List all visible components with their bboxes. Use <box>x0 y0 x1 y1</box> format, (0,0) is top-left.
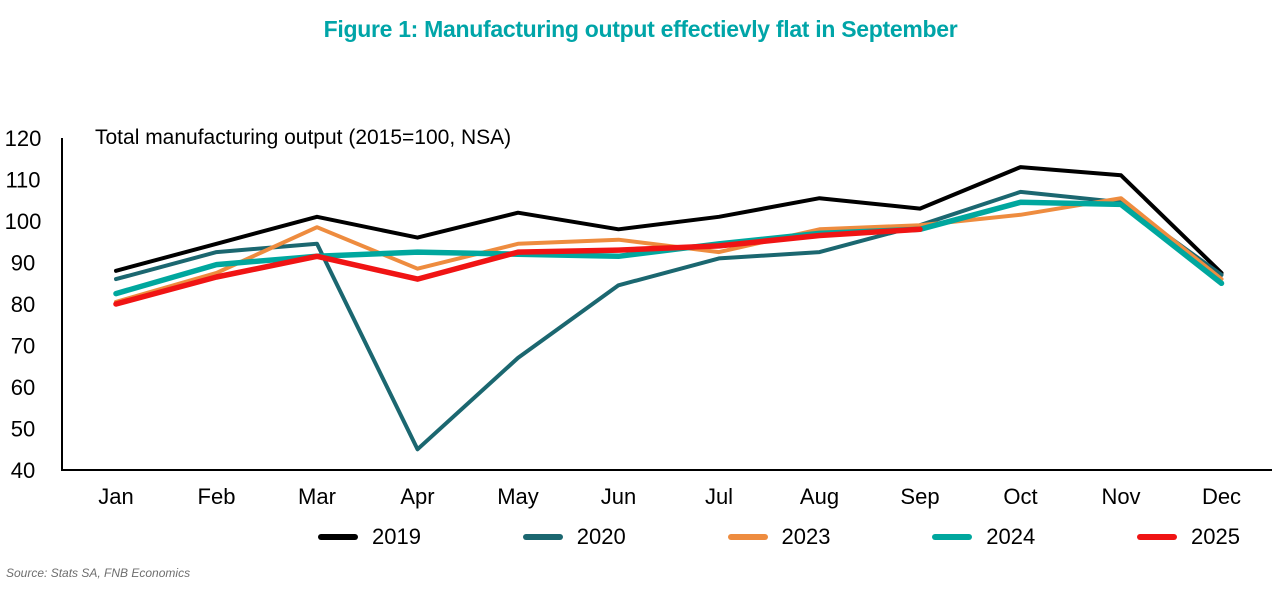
y-tick-label: 80 <box>11 292 35 317</box>
legend-item-2019: 2019 <box>318 524 421 550</box>
y-tick-label: 60 <box>11 375 35 400</box>
axis-lines <box>61 138 1272 471</box>
legend-label-2019: 2019 <box>372 524 421 549</box>
x-tick-label: Dec <box>1202 484 1241 509</box>
legend-swatch-2019 <box>318 534 358 540</box>
x-tick-label: Jun <box>601 484 636 509</box>
y-tick-label: 110 <box>5 168 40 193</box>
series-line-2020 <box>114 189 1224 452</box>
legend-item-2025: 2025 <box>1137 524 1240 550</box>
y-tick-label: 70 <box>11 334 35 359</box>
series-line-2019 <box>114 165 1224 275</box>
legend-item-2024: 2024 <box>932 524 1035 550</box>
legend-swatch-2024 <box>932 534 973 540</box>
y-tick-label: 90 <box>11 251 35 276</box>
y-tick-label: 50 <box>11 417 35 442</box>
y-tick-label: 100 <box>5 209 42 234</box>
y-tick-label: 120 <box>5 126 42 151</box>
legend-item-2020: 2020 <box>522 524 626 550</box>
x-tick-label: Nov <box>1101 484 1140 509</box>
y-tick-label: 40 <box>11 458 35 483</box>
source-note: Source: Stats SA, FNB Economics <box>6 566 191 580</box>
legend-swatch-2025 <box>1137 534 1177 540</box>
legend-label-2025: 2025 <box>1191 524 1240 549</box>
x-tick-label: Mar <box>298 484 336 509</box>
x-tick-label: Oct <box>1003 484 1037 509</box>
x-tick-label: May <box>497 484 539 509</box>
axis-annotation: Total manufacturing output (2015=100, NS… <box>95 126 512 149</box>
legend-item-2023: 2023 <box>727 524 831 550</box>
series-line-2025 <box>113 226 923 307</box>
legend-label-2024: 2024 <box>986 524 1036 549</box>
x-tick-label: Jul <box>705 484 733 509</box>
x-tick-label: Sep <box>900 484 939 509</box>
legend-swatch-2023 <box>727 534 768 540</box>
x-tick-label: Jan <box>98 484 133 509</box>
x-tick-label: Aug <box>800 484 839 509</box>
chart-title: Figure 1: Manufacturing output effectiev… <box>323 16 958 42</box>
legend-swatch-2020 <box>522 534 563 540</box>
x-tick-label: Apr <box>400 484 434 509</box>
x-tick-label: Feb <box>198 484 236 509</box>
chart-legend: 2019 2020 2023 2024 2025 <box>318 524 1240 550</box>
legend-label-2023: 2023 <box>781 524 831 549</box>
legend-label-2020: 2020 <box>576 524 626 549</box>
